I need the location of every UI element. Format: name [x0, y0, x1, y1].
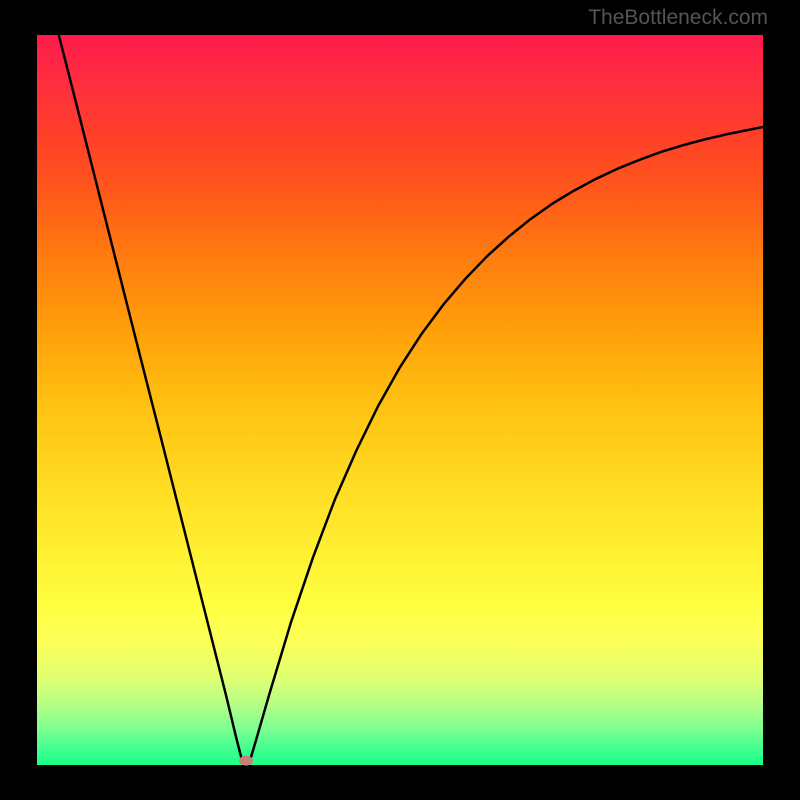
- watermark-text: TheBottleneck.com: [588, 6, 768, 30]
- chart-container: TheBottleneck.com: [0, 0, 800, 800]
- gradient-plot-area: [37, 35, 763, 765]
